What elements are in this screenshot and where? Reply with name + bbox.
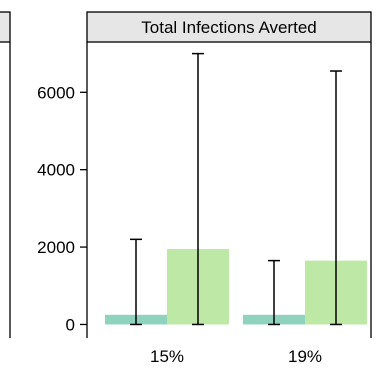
y-tick-label: 0 [66, 315, 75, 334]
facet-strip: Total Infections Averted [86, 11, 372, 43]
facet-strip-title: Total Infections Averted [141, 18, 316, 37]
facet-strip-background [86, 11, 372, 43]
error-bars [130, 52, 342, 326]
x-tick-label: 15% [150, 347, 184, 366]
adjacent-panel-strip [0, 11, 11, 43]
x-tick-label: 19% [288, 347, 322, 366]
x-axis: 15% 19% [150, 347, 322, 366]
y-tick-label: 6000 [37, 83, 75, 102]
bars [105, 249, 367, 325]
adjacent-panel [0, 11, 11, 338]
y-tick-label: 4000 [37, 161, 75, 180]
y-axis: 0 2000 4000 6000 [37, 42, 88, 338]
y-tick-label: 2000 [37, 238, 75, 257]
